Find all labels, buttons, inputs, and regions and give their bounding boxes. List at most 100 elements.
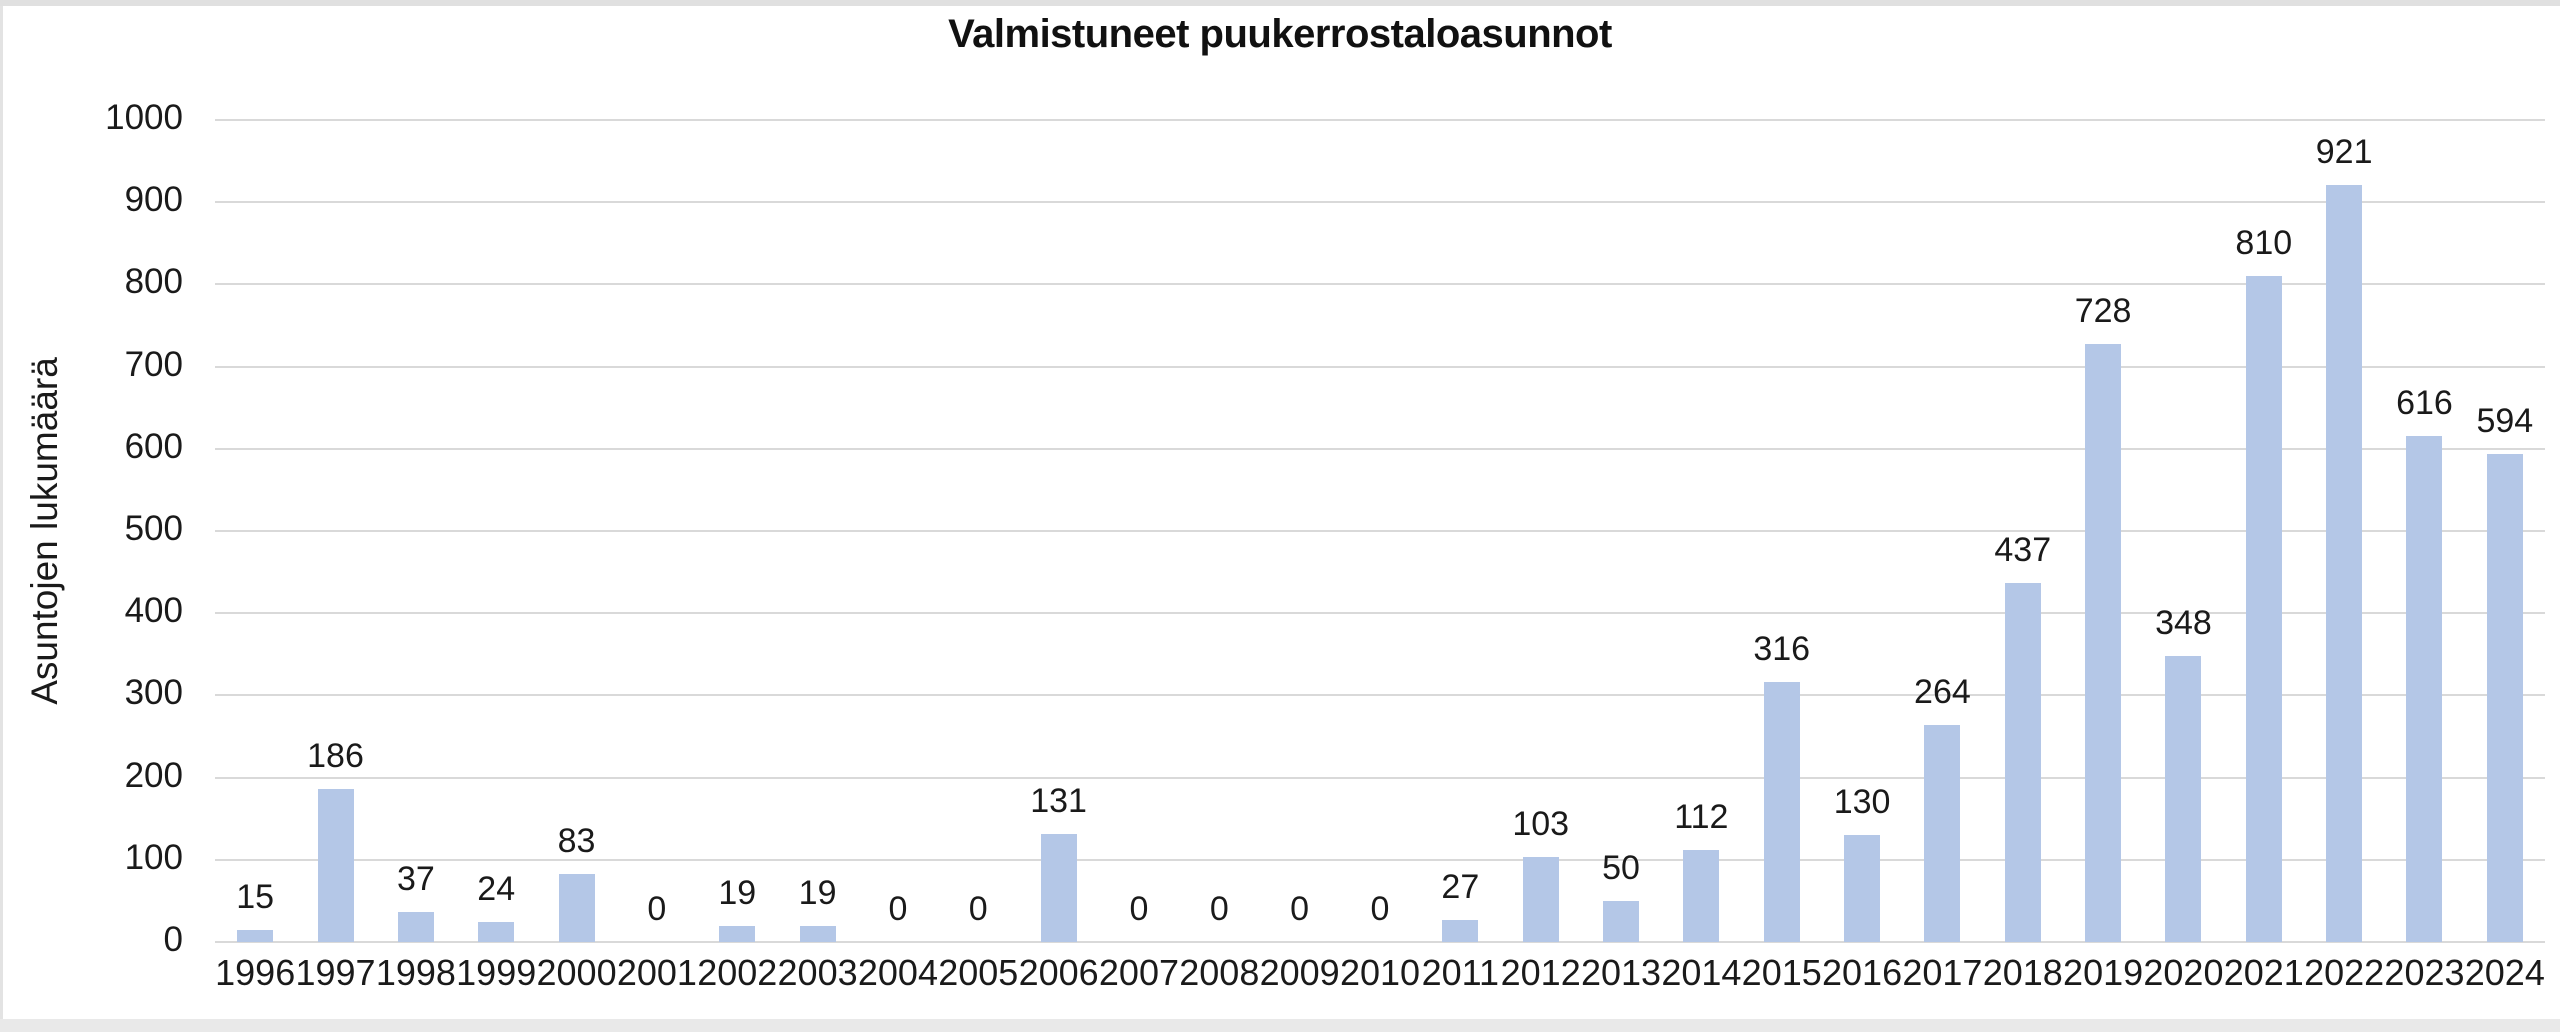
bar-1997 bbox=[317, 789, 354, 942]
y-tick-label: 900 bbox=[124, 180, 183, 220]
bar-value-label: 0 bbox=[1209, 890, 1229, 928]
bar-1999 bbox=[478, 922, 515, 942]
bar-value-label: 50 bbox=[1602, 848, 1640, 887]
x-tick-label: 2009 bbox=[1259, 952, 1340, 993]
bar-2017 bbox=[1924, 724, 1961, 942]
x-tick-label: 2015 bbox=[1741, 952, 1822, 993]
x-tick-label: 2018 bbox=[1982, 952, 2063, 993]
bar-value-label: 103 bbox=[1512, 805, 1570, 844]
gridline bbox=[215, 447, 2545, 450]
gridline bbox=[215, 694, 2545, 697]
bar-2023 bbox=[2406, 435, 2443, 942]
bar-value-label: 24 bbox=[477, 870, 516, 909]
x-tick-label: 2014 bbox=[1661, 952, 1742, 993]
x-tick-label: 2021 bbox=[2223, 952, 2304, 993]
x-tick-label: 2001 bbox=[616, 952, 697, 993]
bar-2002 bbox=[719, 926, 756, 942]
bar-value-label: 437 bbox=[1994, 530, 2052, 569]
x-tick-label: 2020 bbox=[2143, 952, 2224, 993]
y-tick-label: 500 bbox=[124, 509, 183, 548]
x-tick-label: 2016 bbox=[1822, 952, 1903, 993]
bar-value-label: 0 bbox=[1370, 890, 1390, 928]
bar-value-label: 594 bbox=[2476, 401, 2534, 440]
y-tick-label: 400 bbox=[124, 591, 183, 631]
window-bottom-edge bbox=[0, 1019, 2560, 1032]
bar-value-label: 19 bbox=[718, 874, 757, 913]
bar-value-label: 0 bbox=[888, 890, 908, 928]
chart-title: Valmistuneet puukerrostaloasunnot bbox=[948, 12, 1612, 56]
window-left-edge bbox=[0, 6, 3, 1019]
x-tick-label: 2011 bbox=[1421, 952, 1500, 993]
gridline bbox=[215, 612, 2545, 615]
bar-value-label: 921 bbox=[2315, 132, 2373, 171]
bar-value-label: 0 bbox=[1290, 890, 1310, 928]
bar-value-label: 728 bbox=[2074, 291, 2132, 330]
y-tick-label: 700 bbox=[124, 344, 183, 384]
bar-value-label: 810 bbox=[2235, 224, 2293, 263]
y-tick-label: 200 bbox=[124, 755, 183, 795]
bar-2021 bbox=[2245, 276, 2282, 942]
x-tick-label: 2005 bbox=[938, 952, 1019, 993]
y-tick-label: 1000 bbox=[105, 98, 183, 137]
bar-value-label: 0 bbox=[647, 890, 667, 928]
bar-2024 bbox=[2486, 453, 2523, 942]
bar-2019 bbox=[2085, 343, 2122, 942]
bar-2011 bbox=[1442, 919, 1479, 942]
bar-2020 bbox=[2165, 655, 2202, 942]
x-tick-label: 1999 bbox=[456, 952, 537, 993]
bar-value-label: 112 bbox=[1674, 797, 1729, 836]
bar-1998 bbox=[397, 911, 434, 942]
window-top-edge bbox=[0, 0, 2560, 6]
x-tick-label: 2019 bbox=[2063, 952, 2144, 993]
bar-2012 bbox=[1522, 857, 1559, 942]
bar-value-label: 186 bbox=[307, 737, 364, 776]
bar-value-label: 264 bbox=[1914, 672, 1971, 711]
x-tick-label: 2004 bbox=[857, 952, 938, 993]
bar-value-label: 316 bbox=[1753, 630, 1811, 669]
gridline bbox=[215, 858, 2545, 861]
gridline bbox=[215, 776, 2545, 779]
bar-value-label: 616 bbox=[2396, 383, 2453, 422]
gridline bbox=[215, 365, 2545, 368]
bar-value-label: 83 bbox=[557, 821, 596, 860]
bar-2013 bbox=[1603, 900, 1640, 942]
bar-2016 bbox=[1844, 835, 1881, 942]
y-tick-label: 300 bbox=[124, 673, 183, 713]
bar-value-label: 19 bbox=[798, 874, 837, 913]
bar-1996 bbox=[237, 929, 274, 942]
bar-value-label: 130 bbox=[1833, 783, 1891, 822]
bar-value-label: 27 bbox=[1441, 867, 1480, 906]
x-tick-label: 2003 bbox=[777, 952, 858, 993]
x-tick-label: 2012 bbox=[1500, 952, 1581, 993]
x-tick-label: 2013 bbox=[1580, 952, 1662, 993]
y-tick-label: 600 bbox=[124, 426, 183, 466]
x-tick-label: 2008 bbox=[1179, 952, 1260, 993]
bar-2003 bbox=[799, 926, 836, 942]
bar-2014 bbox=[1683, 849, 1720, 942]
x-tick-label: 1996 bbox=[215, 952, 296, 993]
x-tick-label: 2023 bbox=[2384, 952, 2465, 993]
x-tick-label: 2000 bbox=[536, 952, 617, 993]
bar-value-label: 37 bbox=[396, 859, 435, 898]
y-tick-label: 100 bbox=[124, 837, 183, 877]
gridline bbox=[215, 201, 2545, 204]
x-tick-label: 2007 bbox=[1098, 952, 1179, 993]
bar-2000 bbox=[558, 873, 595, 942]
x-tick-label: 2022 bbox=[2304, 952, 2385, 993]
x-tick-label: 2024 bbox=[2464, 952, 2545, 993]
gridline bbox=[215, 119, 2545, 121]
y-tick-label: 0 bbox=[163, 920, 183, 959]
gridline bbox=[215, 283, 2545, 286]
x-axis-line bbox=[215, 941, 2545, 943]
x-tick-label: 1997 bbox=[295, 952, 376, 993]
x-tick-label: 2002 bbox=[697, 952, 778, 993]
bar-value-label: 131 bbox=[1030, 782, 1087, 821]
bar-value-label: 15 bbox=[236, 877, 275, 916]
bar-2006 bbox=[1040, 834, 1077, 942]
bar-2015 bbox=[1763, 682, 1800, 942]
bar-2022 bbox=[2326, 184, 2363, 942]
bar-value-label: 348 bbox=[2155, 603, 2212, 642]
x-tick-label: 2010 bbox=[1339, 952, 1421, 993]
x-tick-label: 1998 bbox=[375, 952, 456, 993]
